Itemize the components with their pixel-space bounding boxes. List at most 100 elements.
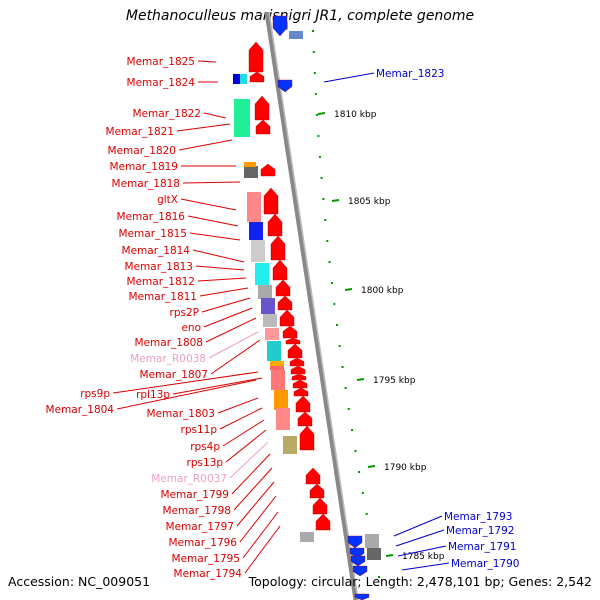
gene-label-memar_1822[interactable]: Memar_1822 [133, 108, 201, 120]
gene-label-eno[interactable]: eno [181, 322, 201, 334]
gene-label-memar_1803[interactable]: Memar_1803 [147, 408, 215, 420]
scale-dot [344, 387, 347, 389]
gene-label-memar_1818[interactable]: Memar_1818 [112, 178, 180, 190]
leader-line [401, 562, 450, 571]
gene-label-memar_1790[interactable]: Memar_1790 [451, 558, 519, 570]
gene-arrow [277, 295, 293, 311]
cog-block [267, 341, 281, 361]
gene-arrow [272, 15, 288, 37]
leader-line [112, 371, 259, 394]
gene-label-memar_1820[interactable]: Memar_1820 [108, 145, 176, 157]
gene-label-memar_1797[interactable]: Memar_1797 [166, 521, 234, 533]
cog-block [274, 390, 288, 410]
leader-line [231, 453, 271, 495]
gene-label-memar_1825[interactable]: Memar_1825 [127, 56, 195, 68]
leader-line [397, 545, 447, 557]
gene-label-rps11p[interactable]: rps11p [181, 424, 218, 436]
cog-block [251, 240, 265, 262]
leader-line [233, 467, 273, 511]
label-leader-lines [112, 60, 450, 574]
cog-block [247, 192, 261, 222]
gene-label-memar_1814[interactable]: Memar_1814 [122, 245, 191, 257]
gene-label-memar_1795[interactable]: Memar_1795 [172, 553, 240, 565]
gene-label-memar_1823[interactable]: Memar_1823 [376, 68, 444, 80]
leader-line [222, 419, 265, 447]
gene-label-memar_1792[interactable]: Memar_1792 [446, 525, 514, 537]
scale-dot [354, 450, 357, 452]
gene-label-memar_1812[interactable]: Memar_1812 [127, 276, 195, 288]
leader-line [203, 307, 253, 328]
gene-label-memar_1815[interactable]: Memar_1815 [119, 228, 187, 240]
cog-block [255, 263, 269, 285]
gene-label-gltx[interactable]: gltX [157, 194, 178, 206]
scale-dot [314, 93, 317, 95]
scale-dot [378, 576, 381, 578]
cog-block [271, 370, 285, 390]
leader-line [244, 525, 281, 574]
gene-label-rps2p[interactable]: rps2P [170, 307, 199, 319]
gene-label-memar_r0038[interactable]: Memar_R0038 [130, 353, 206, 365]
scale-dot [330, 282, 333, 284]
gene-label-rps4p[interactable]: rps4p [190, 441, 220, 453]
cog-block [233, 74, 240, 84]
gene-arrow [272, 259, 288, 281]
gene-label-memar_1791[interactable]: Memar_1791 [448, 541, 516, 553]
scale-dot [335, 324, 338, 326]
gene-arrow [248, 41, 264, 73]
scale-dot [365, 513, 368, 515]
gene-label-memar_1821[interactable]: Memar_1821 [106, 126, 174, 138]
leader-line [195, 265, 245, 271]
gene-label-rps13p[interactable]: rps13p [187, 457, 224, 469]
leader-line [187, 215, 239, 227]
gene-label-rpl13p[interactable]: rpl13p [136, 389, 170, 401]
gene-label-memar_1816[interactable]: Memar_1816 [117, 211, 186, 223]
scale-dot [316, 114, 319, 116]
scale-tick-label: 1790 kbp [384, 463, 427, 473]
gene-label-memar_1811[interactable]: Memar_1811 [129, 291, 197, 303]
leader-line [201, 297, 251, 313]
cog-block [234, 99, 250, 137]
gene-label-rps9p[interactable]: rps9p [80, 388, 110, 400]
gene-arrow [260, 163, 276, 177]
gene-label-memar_1793[interactable]: Memar_1793 [444, 511, 512, 523]
gene-label-memar_1798[interactable]: Memar_1798 [163, 505, 231, 517]
gene-arrow [312, 497, 328, 515]
gene-label-memar_1813[interactable]: Memar_1813 [125, 261, 193, 273]
leader-line [323, 72, 375, 83]
scale-dot [347, 408, 350, 410]
gene-arrow [315, 513, 331, 531]
cog-block [244, 166, 258, 178]
leader-line [210, 339, 261, 375]
cog-block [249, 222, 263, 240]
gene-arrow [305, 467, 321, 485]
gene-label-memar_1794[interactable]: Memar_1794 [174, 568, 243, 580]
cog-block [365, 534, 379, 548]
cog-block [270, 366, 284, 370]
leader-line [395, 529, 445, 547]
scale-dot [351, 429, 354, 431]
cog-block [270, 361, 284, 366]
cog-block [265, 328, 279, 340]
gene-arrow [285, 337, 301, 345]
cog-block [261, 298, 275, 314]
leader-line [178, 139, 233, 151]
gene-label-memar_1819[interactable]: Memar_1819 [110, 161, 178, 173]
gene-label-memar_1796[interactable]: Memar_1796 [169, 537, 238, 549]
gene-label-memar_r0037[interactable]: Memar_R0037 [151, 473, 227, 485]
gene-label-memar_1804[interactable]: Memar_1804 [46, 404, 115, 416]
scale-dot [317, 135, 320, 137]
scale-dot [313, 72, 316, 74]
leader-line [172, 377, 263, 395]
gene-label-memar_1807[interactable]: Memar_1807 [140, 369, 208, 381]
scale-tick-label: 1810 kbp [334, 110, 377, 120]
scale-dot [322, 198, 325, 200]
gene-arrow [263, 187, 279, 215]
cog-color-bars [233, 22, 381, 560]
scale-tick [344, 288, 353, 291]
gene-label-memar_1808[interactable]: Memar_1808 [135, 337, 203, 349]
gene-label-memar_1799[interactable]: Memar_1799 [161, 489, 229, 501]
gene-arrow [254, 95, 270, 121]
gene-arrow [282, 325, 298, 339]
gene-label-memar_1824[interactable]: Memar_1824 [127, 77, 196, 89]
